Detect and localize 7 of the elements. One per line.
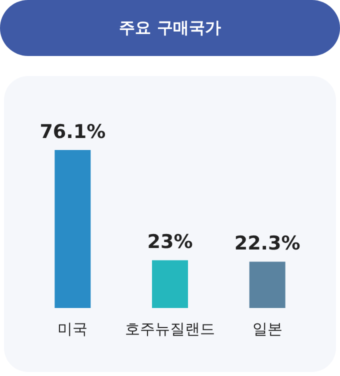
x-tick-label: 미국 xyxy=(58,320,88,338)
data-label: 23% xyxy=(147,231,193,254)
x-tick-label: 호주뉴질랜드 xyxy=(125,320,215,338)
title: 주요 구매국가 xyxy=(119,18,221,37)
data-label: 22.3% xyxy=(234,232,300,255)
x-tick-label: 일본 xyxy=(252,320,282,338)
data-label: 76.1% xyxy=(40,121,106,143)
